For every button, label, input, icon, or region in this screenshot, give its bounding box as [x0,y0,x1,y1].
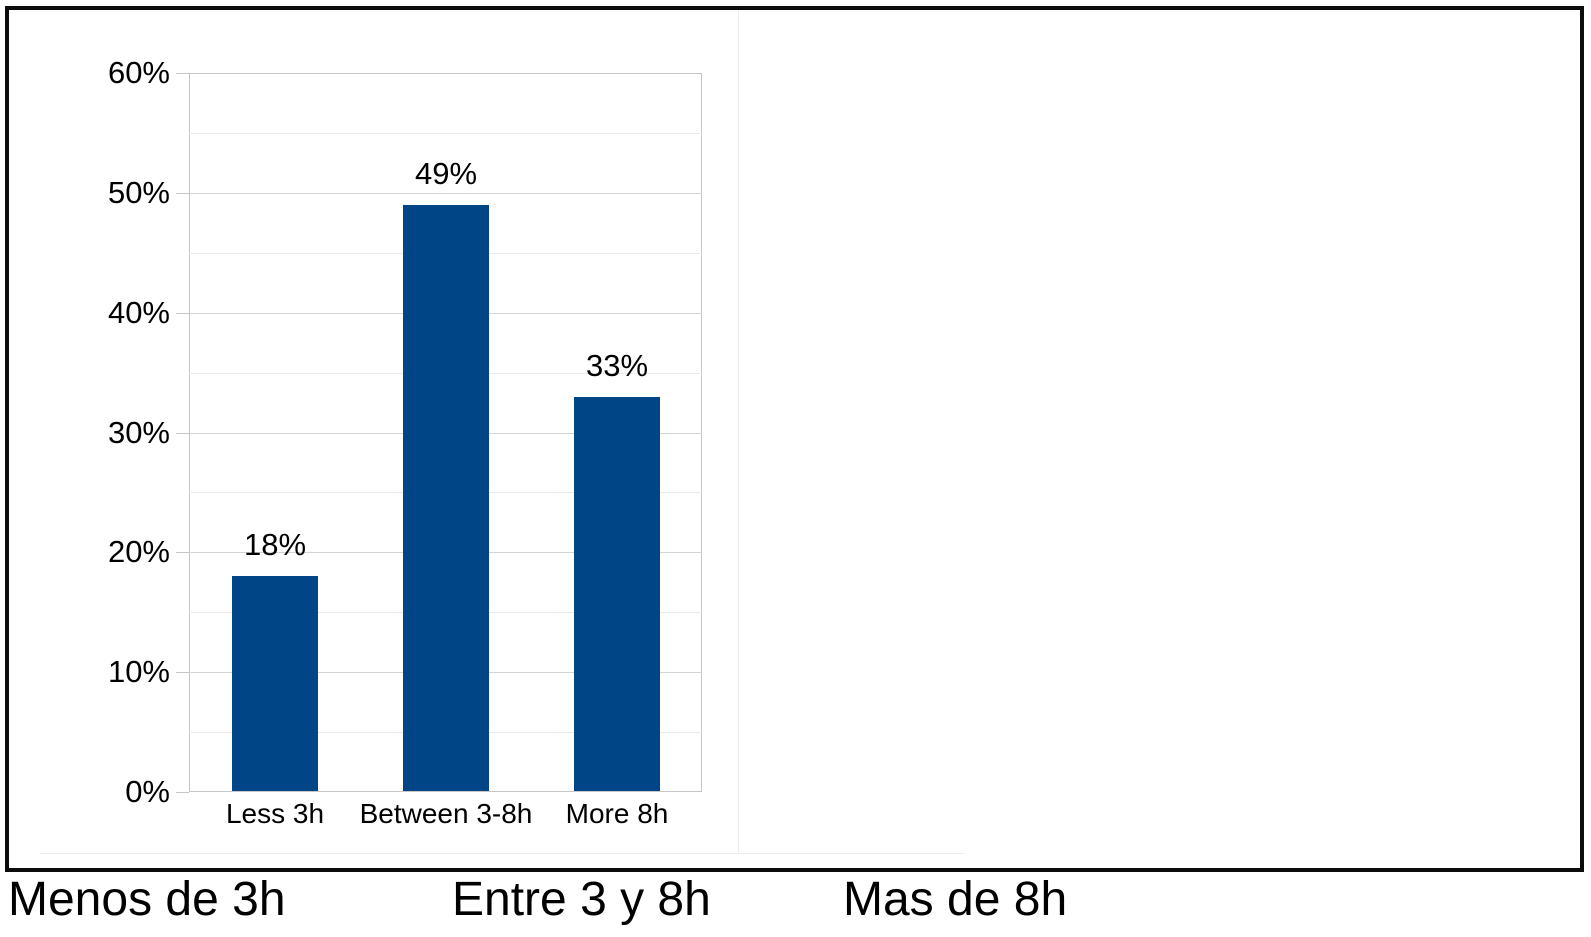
caption-menos-de-3h: Menos de 3h [8,873,286,926]
y-tick-label-20: 20% [107,534,170,569]
x-tick-label-more-8h: More 8h [565,798,669,829]
data-label-more-8h: 33% [585,348,649,383]
y-axis-tick-20 [176,552,189,553]
bar-less-3h [232,576,318,791]
gridline-minor-55 [189,133,702,134]
caption-mas-de-8h: Mas de 8h [843,873,1068,926]
y-axis-tick-40 [176,313,189,314]
bar-between-3-8h [403,205,489,791]
y-tick-label-60: 60% [107,55,170,90]
y-axis-tick-50 [176,193,189,194]
y-axis-tick-0 [176,792,189,793]
data-label-between-3-8h: 49% [414,156,478,191]
data-label-less-3h: 18% [243,527,307,562]
gridline-major-50 [189,193,702,194]
y-tick-label-10: 10% [107,654,170,689]
y-tick-label-50: 50% [107,175,170,210]
y-axis-tick-60 [176,73,189,74]
y-tick-label-30: 30% [107,415,170,450]
bar-more-8h [574,397,660,791]
chart-image-edge-vertical [738,10,739,853]
caption-entre-3-y-8h: Entre 3 y 8h [452,873,711,926]
y-tick-label-0: 0% [125,774,170,809]
y-axis-tick-10 [176,672,189,673]
x-tick-label-less-3h: Less 3h [225,798,325,829]
x-tick-label-between-3-8h: Between 3-8h [359,798,533,829]
chart-image-edge-horizontal [40,853,965,854]
y-axis-tick-30 [176,433,189,434]
y-tick-label-40: 40% [107,295,170,330]
plot-area [189,73,702,792]
